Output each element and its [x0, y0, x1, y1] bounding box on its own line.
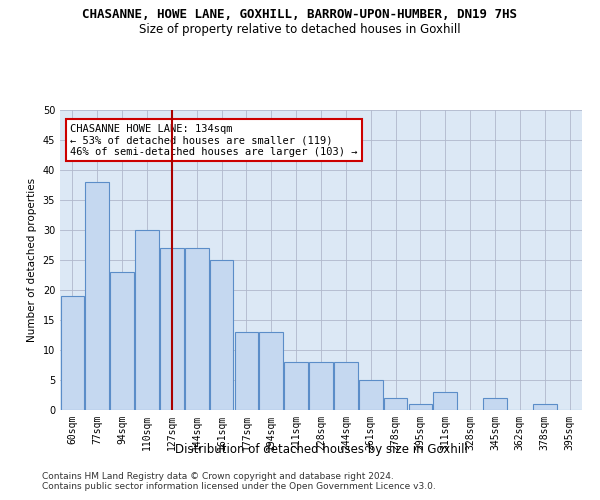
- Bar: [160, 248, 184, 410]
- Bar: [384, 398, 407, 410]
- Text: Contains HM Land Registry data © Crown copyright and database right 2024.: Contains HM Land Registry data © Crown c…: [42, 472, 394, 481]
- Bar: [185, 248, 209, 410]
- Bar: [409, 404, 432, 410]
- Bar: [85, 182, 109, 410]
- Text: CHASANNE HOWE LANE: 134sqm
← 53% of detached houses are smaller (119)
46% of sem: CHASANNE HOWE LANE: 134sqm ← 53% of deta…: [70, 124, 358, 156]
- Bar: [309, 362, 333, 410]
- Text: Contains public sector information licensed under the Open Government Licence v3: Contains public sector information licen…: [42, 482, 436, 491]
- Text: CHASANNE, HOWE LANE, GOXHILL, BARROW-UPON-HUMBER, DN19 7HS: CHASANNE, HOWE LANE, GOXHILL, BARROW-UPO…: [83, 8, 517, 20]
- Bar: [235, 332, 258, 410]
- Y-axis label: Number of detached properties: Number of detached properties: [27, 178, 37, 342]
- Bar: [334, 362, 358, 410]
- Text: Distribution of detached houses by size in Goxhill: Distribution of detached houses by size …: [175, 442, 467, 456]
- Bar: [483, 398, 507, 410]
- Bar: [210, 260, 233, 410]
- Bar: [533, 404, 557, 410]
- Bar: [284, 362, 308, 410]
- Bar: [135, 230, 159, 410]
- Text: Size of property relative to detached houses in Goxhill: Size of property relative to detached ho…: [139, 22, 461, 36]
- Bar: [359, 380, 383, 410]
- Bar: [110, 272, 134, 410]
- Bar: [259, 332, 283, 410]
- Bar: [61, 296, 84, 410]
- Bar: [433, 392, 457, 410]
